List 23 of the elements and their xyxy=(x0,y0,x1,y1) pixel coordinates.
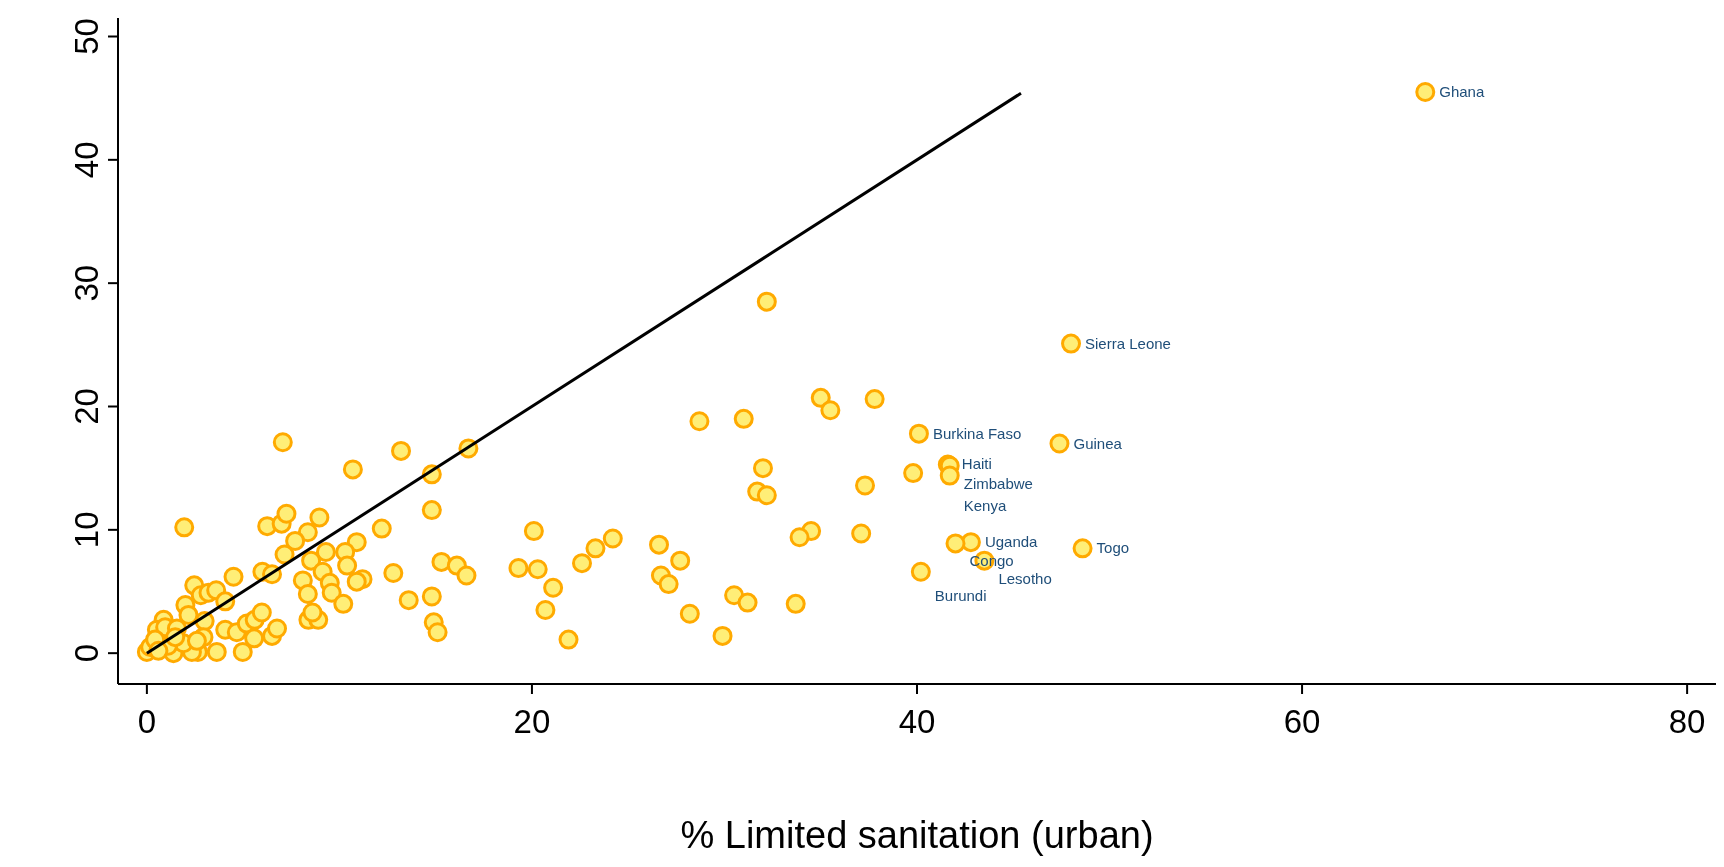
annotation: Uganda xyxy=(984,533,1039,551)
y-tick-label: 20 xyxy=(68,388,105,425)
annotation: Burundi xyxy=(934,586,987,604)
annotation: Guinea xyxy=(1073,434,1123,452)
y-tick-label: 10 xyxy=(68,511,105,549)
x-tick-label: 60 xyxy=(1283,703,1321,741)
x-tick-label: 40 xyxy=(898,703,936,741)
x-tick-label: 80 xyxy=(1668,703,1706,741)
y-tick-label: 0 xyxy=(68,643,105,663)
y-tick-label: 40 xyxy=(68,141,105,179)
x-tick-label: 0 xyxy=(137,703,157,741)
annotation: Burkina Faso xyxy=(932,424,1022,442)
x-tick-label: 20 xyxy=(513,703,551,741)
x-axis-title: % Limited sanitation (urban) xyxy=(680,814,1154,856)
annotation: Haiti xyxy=(961,455,992,473)
annotation: Ghana xyxy=(1439,83,1485,100)
y-tick-label: 30 xyxy=(68,264,105,302)
y-tick-label: 50 xyxy=(68,18,105,55)
annotation: Sierra Leone xyxy=(1085,334,1171,352)
annotation: Zimbabwe xyxy=(963,474,1033,492)
annotation: Lesotho xyxy=(998,569,1052,587)
annotation: Kenya xyxy=(963,496,1007,514)
annotation: Togo xyxy=(1096,539,1130,557)
